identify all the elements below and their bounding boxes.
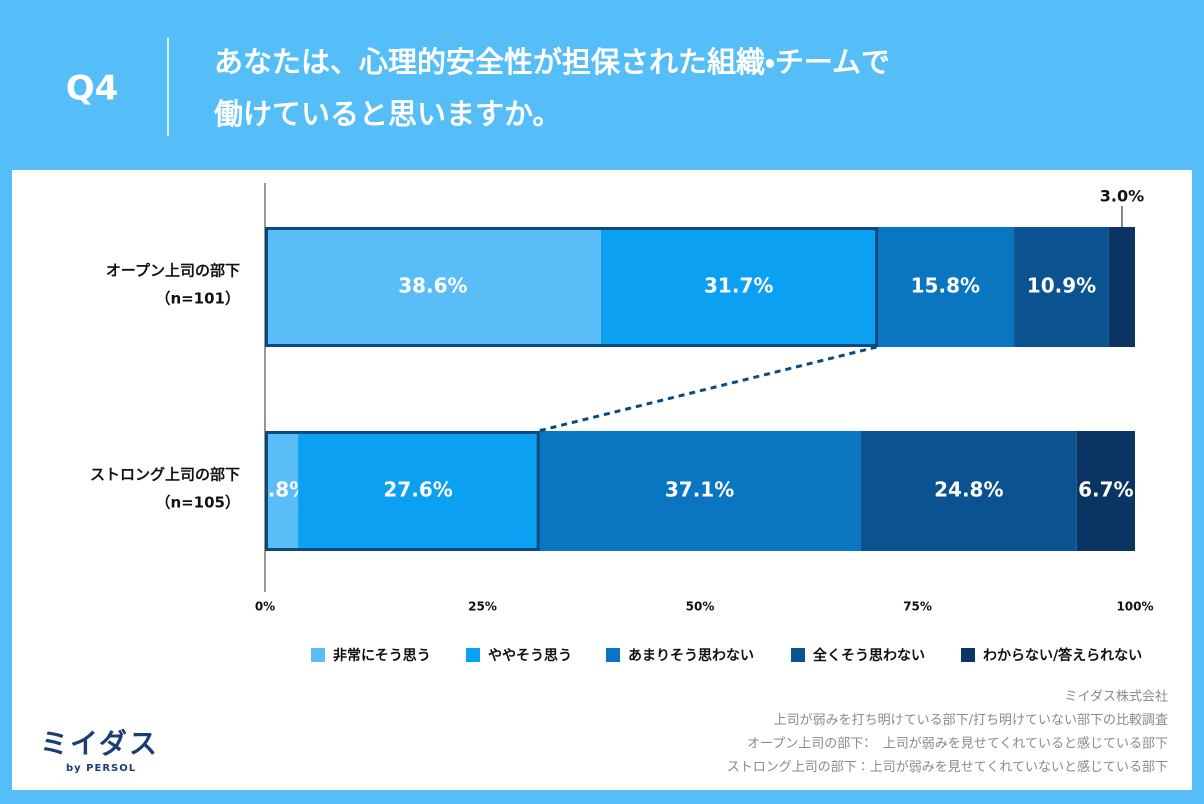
legend-swatch — [961, 648, 975, 662]
legend-swatch — [791, 648, 805, 662]
bar-segment — [600, 227, 877, 347]
legend-label: わからない/答えられない — [983, 647, 1142, 664]
value-label: 6.7% — [1078, 478, 1133, 502]
value-label: 10.9% — [1027, 274, 1096, 298]
category-label: オープン上司の部下 — [106, 262, 240, 280]
category-label: ストロング上司の部下 — [90, 466, 240, 484]
bar-segment — [538, 431, 861, 551]
logo-byline: by PERSOL — [66, 763, 136, 774]
x-tick-label: 50% — [686, 600, 715, 614]
question-label: Q4 — [66, 69, 119, 109]
value-label: 31.7% — [704, 274, 773, 298]
value-label: 15.8% — [911, 274, 980, 298]
x-tick-label: 75% — [903, 600, 932, 614]
value-label: 27.6% — [383, 478, 452, 502]
bar-segment — [265, 431, 299, 551]
x-tick-label: 25% — [468, 600, 497, 614]
value-label: 38.6% — [398, 274, 467, 298]
title-line: 働けていると思いますか。 — [213, 97, 561, 131]
connector — [537, 345, 877, 433]
value-label: 3.0% — [1100, 187, 1144, 206]
value-label: 24.8% — [934, 478, 1003, 502]
logo-name: ミイダス — [40, 727, 159, 760]
title-line: あなたは、心理的安全性が担保された組織・チームで — [214, 45, 890, 79]
footer-line: ミイダス株式会社 — [1065, 690, 1168, 705]
highlight-box — [265, 431, 540, 551]
highlight-box — [265, 227, 879, 347]
bar-segment — [1014, 227, 1109, 347]
bar-segment — [1076, 431, 1135, 551]
x-tick-label: 0% — [255, 600, 275, 614]
legend-label: ややそう思う — [488, 648, 572, 664]
legend-label: 非常にそう思う — [333, 647, 431, 664]
footer-line: ストロング上司の部下：上司が弱みを見せてくれていないと感じている部下 — [727, 759, 1168, 775]
bar-segment — [876, 227, 1015, 347]
bar-segment — [265, 227, 601, 347]
category-sample-size: （n=101） — [155, 290, 240, 308]
bar-segment — [1108, 227, 1135, 347]
legend-swatch — [466, 648, 480, 662]
legend-label: あまりそう思わない — [628, 648, 754, 664]
x-tick-label: 100% — [1116, 600, 1153, 614]
category-sample-size: （n=105） — [155, 494, 240, 512]
footer-line: 上司が弱みを打ち明けている部下/打ち明けていない部下の比較調査 — [774, 713, 1168, 728]
footer-line: オープン上司の部下： 上司が弱みを見せてくれていると感じている部下 — [747, 736, 1168, 752]
value-label: 37.1% — [665, 478, 734, 502]
bar-segment — [298, 431, 539, 551]
legend-label: 全くそう思わない — [813, 647, 925, 664]
legend-swatch — [311, 648, 325, 662]
bar-segment — [860, 431, 1077, 551]
legend-swatch — [606, 648, 620, 662]
